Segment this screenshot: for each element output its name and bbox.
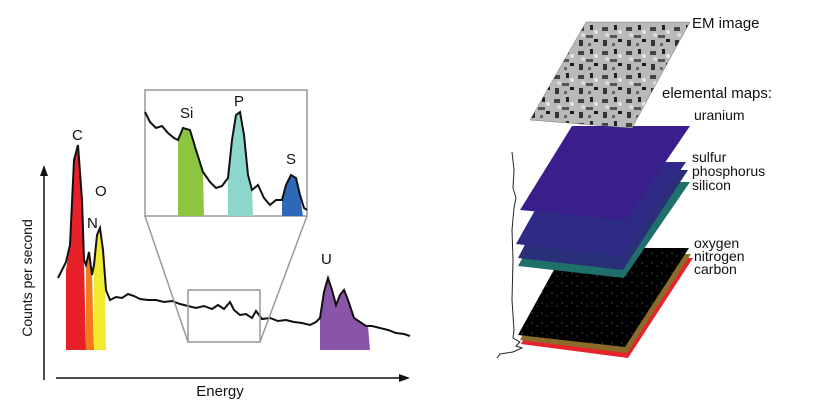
layer-label-sulfur: sulfur [692,149,727,165]
spectrum-panel: Energy Counts per second C N O U Si P S [19,89,411,400]
layer-label-silicon: silicon [692,177,731,193]
em-image-label: EM image [692,15,760,32]
layer-label-nitrogen: nitrogen [694,248,745,264]
peak-fill-n [86,252,94,350]
zoom-connector-right [259,215,308,343]
em-image-layer [529,21,691,129]
layer-label-uranium: uranium [694,107,745,123]
peak-label-n: N [87,215,98,232]
map-layer-uranium [520,126,690,220]
y-axis-arrowhead [40,165,48,176]
profile-trace [496,151,524,359]
peak-label-o: O [95,183,107,200]
inset-label-p: P [234,93,244,110]
zoom-region-box [187,289,261,343]
map-layer-oxygen [518,248,689,347]
maps-panel: EM image elemental maps: uranium sulfur … [496,15,772,359]
inset-fill-si [178,128,204,216]
inset-label-si: Si [180,105,193,122]
spectrum-curve [57,144,411,337]
x-axis-label: Energy [196,383,244,400]
inset-panel: Si P S [144,89,308,217]
inset-fill-s [282,175,303,216]
layer-label-phosphorus: phosphorus [692,163,765,179]
peak-fill-u [320,278,370,350]
peak-label-u: U [321,251,332,268]
y-axis-label: Counts per second [19,219,35,337]
zoom-connector-left [144,215,189,343]
inset-curve [144,110,308,211]
elemental-maps-heading: elemental maps: [662,85,772,102]
inset-frame [144,89,308,217]
peak-label-c: C [72,127,83,144]
x-axis-arrowhead [399,374,410,382]
inset-label-s: S [286,151,296,168]
layer-label-carbon: carbon [694,261,737,277]
inset-fill-p [228,112,253,216]
layer-label-oxygen: oxygen [694,235,739,251]
